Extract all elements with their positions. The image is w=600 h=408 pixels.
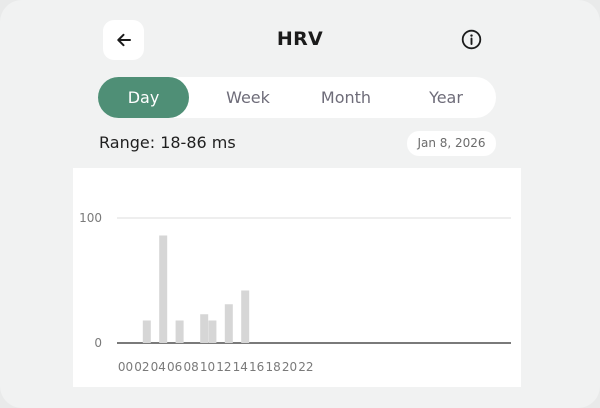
hrv-chart: 0 100 00 02 04 06 08 10 12 14 16 18 20 22 (79, 211, 511, 374)
hrv-bar[interactable] (208, 320, 217, 344)
hrv-bar[interactable] (200, 314, 209, 343)
x-tick-label: 10 (200, 360, 215, 374)
hrv-bar[interactable] (224, 304, 233, 343)
hrv-bar[interactable] (159, 235, 168, 344)
hrv-bar[interactable] (175, 320, 184, 344)
x-tick-label: 12 (216, 360, 231, 374)
hrv-chart-card: 0 100 00 02 04 06 08 10 12 14 16 18 20 22 (73, 168, 521, 387)
hrv-bar[interactable] (142, 320, 151, 344)
arrow-left-icon (115, 31, 133, 49)
date-selector[interactable]: Jan 8, 2026 (407, 131, 496, 156)
info-circle-icon (461, 29, 482, 50)
x-tick-label: 00 (118, 360, 133, 374)
y-tick-label: 100 (79, 211, 102, 225)
page-title: HRV (276, 28, 324, 50)
x-tick-label: 18 (265, 360, 280, 374)
back-button[interactable] (103, 20, 144, 60)
x-tick-label: 14 (233, 360, 248, 374)
x-tick-label: 08 (183, 360, 198, 374)
x-tick-label: 22 (298, 360, 313, 374)
x-tick-label: 20 (282, 360, 297, 374)
hrv-bar[interactable] (241, 290, 250, 344)
x-tick-label: 04 (151, 360, 166, 374)
tab-year[interactable]: Year (429, 88, 463, 107)
x-tick-label: 02 (134, 360, 149, 374)
tab-week[interactable]: Week (226, 88, 270, 107)
period-tabs: Day Week Month Year (98, 77, 496, 118)
info-button[interactable] (460, 28, 482, 50)
range-text: Range: 18-86 ms (99, 133, 236, 152)
x-tick-label: 06 (167, 360, 182, 374)
x-tick-label: 16 (249, 360, 264, 374)
tab-day[interactable]: Day (98, 77, 189, 118)
y-tick-label: 0 (94, 336, 102, 350)
tab-month[interactable]: Month (320, 88, 372, 107)
